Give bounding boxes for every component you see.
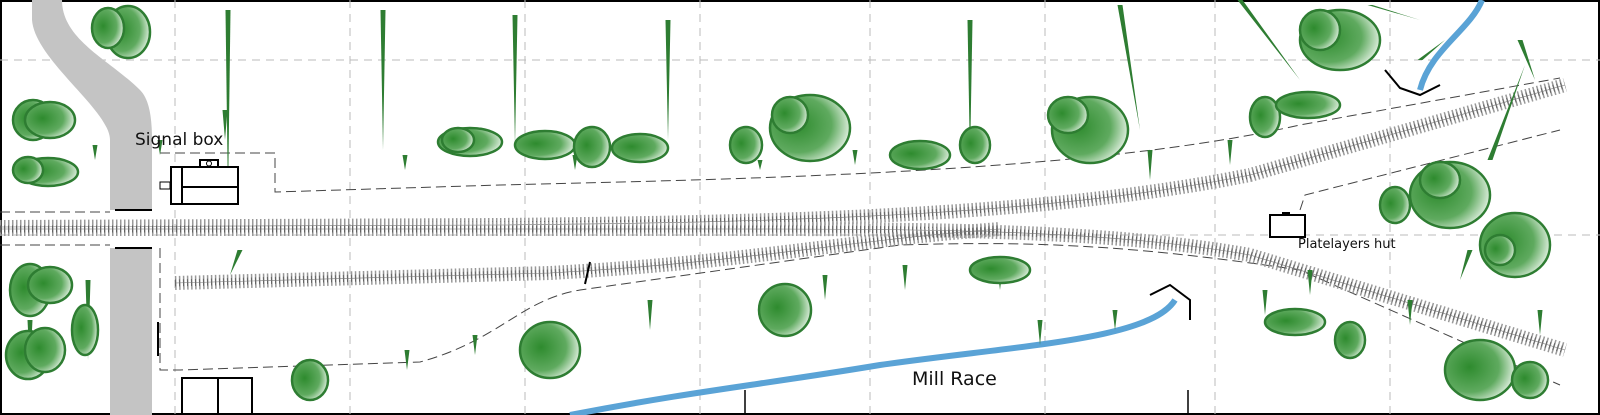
grass-tuft (472, 335, 478, 355)
grass-tuft (1407, 300, 1413, 325)
trees (4, 4, 1552, 402)
tree (70, 303, 100, 357)
grass-tuft (1037, 320, 1043, 345)
tree (968, 255, 1032, 285)
grass-tuft (852, 150, 858, 165)
grass-tuft (665, 20, 671, 140)
tree (1274, 90, 1342, 120)
stream (1417, 0, 1485, 91)
tree (1263, 307, 1327, 337)
grass-tuft (222, 110, 228, 140)
tree (572, 125, 612, 169)
grass-tuft (1307, 270, 1313, 295)
road (32, 0, 152, 415)
tree (757, 282, 813, 338)
grass-tuft (902, 265, 908, 290)
grass-tuft (1112, 310, 1118, 330)
tree (888, 139, 952, 171)
tree (23, 100, 77, 140)
tree (1333, 320, 1367, 360)
tree (513, 129, 577, 161)
grass-tuft (404, 350, 410, 370)
grass-tuft (1117, 5, 1140, 130)
tracks (0, 78, 1568, 357)
tree (518, 320, 582, 380)
bridge-upper (1384, 69, 1441, 97)
grass-tuft (380, 10, 386, 150)
tree (90, 6, 126, 50)
grass-tuft (230, 250, 243, 275)
grass-tuft (512, 15, 518, 145)
grass-tuft (1237, 0, 1300, 80)
tree (1510, 360, 1550, 400)
tree (23, 326, 67, 374)
grass-tuft (1147, 150, 1153, 180)
tree (728, 125, 764, 165)
grass-tuft (1517, 40, 1535, 80)
grass-tuft (1537, 310, 1543, 335)
tree (610, 132, 670, 164)
grass-tuft (1417, 40, 1445, 60)
tree (1483, 233, 1517, 267)
grass-tuft (157, 140, 163, 155)
signal-box-building (159, 159, 239, 205)
mill-race-river (569, 298, 1178, 415)
grass-tuft (1460, 250, 1473, 280)
grass-tuft (822, 275, 828, 300)
platelayers-hut-label: Platelayers hut (1298, 237, 1396, 252)
grass-tuft (1262, 290, 1268, 315)
tree (440, 126, 476, 154)
tree (958, 125, 992, 165)
tree (26, 265, 74, 305)
grass-tuft (757, 160, 763, 170)
grass-tuft (1367, 5, 1420, 20)
grass-tuft (647, 300, 653, 330)
tree (770, 95, 810, 135)
track-boundary-lines (0, 77, 1561, 386)
grass-tuft (1487, 65, 1525, 160)
platelayers-hut-building (1269, 214, 1306, 238)
tree (1418, 160, 1462, 200)
tree (290, 358, 330, 402)
tree (1046, 95, 1090, 135)
tree (1378, 185, 1412, 225)
signal-box-label: Signal box (135, 130, 223, 150)
grass-tuft (402, 155, 408, 170)
grass-tuft (92, 145, 98, 160)
bottom-building (181, 377, 253, 415)
grass-tuft (225, 10, 231, 200)
mill-race-label: Mill Race (912, 368, 997, 390)
tree (1443, 338, 1517, 402)
grass-tuft (967, 20, 973, 160)
bridge-lower (1149, 283, 1191, 320)
tree (1298, 8, 1342, 52)
tree (1248, 95, 1282, 139)
track-centre (174, 228, 1001, 284)
grass-tufts (27, 0, 1543, 370)
tree (11, 155, 45, 185)
grass-tuft (1227, 140, 1233, 165)
